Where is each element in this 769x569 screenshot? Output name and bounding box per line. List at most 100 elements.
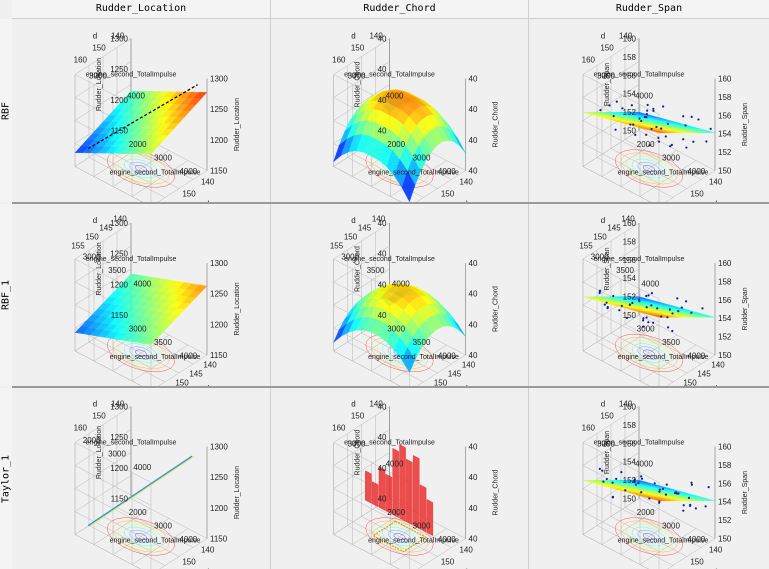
sample-point bbox=[668, 308, 671, 311]
sample-point bbox=[611, 481, 614, 484]
top-x-tick-label: 4000 bbox=[386, 92, 404, 101]
floor-contour bbox=[129, 529, 153, 544]
y-tick-label: 140 bbox=[459, 178, 473, 187]
z-tick-label: 1150 bbox=[210, 351, 228, 360]
surface-plot-rbf-1-rudder-location[interactable]: 3000350040001401451501553000350040001401… bbox=[12, 204, 270, 386]
surface-plot-taylor-1-rudder-span[interactable]: 2000300040001401501603000400014015016015… bbox=[529, 388, 769, 569]
sample-point bbox=[612, 294, 615, 298]
floor-gridline bbox=[158, 354, 208, 386]
floor-contour bbox=[631, 343, 667, 363]
floor-gridline bbox=[333, 166, 402, 202]
x-tick-label: 3000 bbox=[637, 325, 655, 334]
plot-canvas: 2000300040001401501603000400014015016015… bbox=[582, 400, 749, 569]
floor-contour bbox=[626, 155, 672, 182]
floor-contour bbox=[371, 520, 428, 553]
z-axis-title: Rudder_Location bbox=[96, 58, 103, 111]
top-x-tick-label: 4000 bbox=[635, 92, 653, 101]
surface-plot-rbf-1-rudder-span[interactable]: 3000350040001401451501553000350040001401… bbox=[529, 204, 769, 386]
top-x-tick-label: 4000 bbox=[133, 463, 151, 472]
sample-point bbox=[630, 104, 633, 107]
top-y-tick-label: 140 bbox=[621, 215, 635, 224]
top-x-tick-label: 4000 bbox=[127, 92, 145, 101]
sample-point bbox=[687, 496, 691, 500]
surface-plot-rbf-rudder-location[interactable]: 2000300040001401501603000400014015016011… bbox=[12, 19, 270, 202]
top-x-tick-label: 3000 bbox=[348, 440, 366, 449]
surface-facet bbox=[401, 170, 416, 202]
z-tick-label: 152 bbox=[623, 293, 637, 302]
sample-point bbox=[677, 310, 680, 313]
z-tick-label: 156 bbox=[623, 71, 637, 80]
sample-point bbox=[620, 471, 623, 474]
sample-point bbox=[645, 133, 648, 136]
z-tick-label: 1200 bbox=[210, 320, 228, 329]
sample-point bbox=[642, 325, 645, 328]
top-y-axis-title: d bbox=[351, 400, 355, 409]
x-tick-label: 3500 bbox=[662, 338, 680, 347]
x-tick-label: 3000 bbox=[154, 522, 172, 531]
sample-point bbox=[621, 107, 624, 110]
surface-plot-taylor-1-rudder-location[interactable]: 2000 3000 4000 140 150 160 2000 3000 4000 140 150 1… bbox=[12, 388, 270, 569]
top-x-tick-label: 3000 bbox=[597, 440, 615, 449]
top-x-tick-label: 4000 bbox=[133, 279, 151, 288]
top-y-tick-label: 150 bbox=[600, 44, 614, 53]
surface-bar bbox=[378, 466, 386, 511]
surface-plot-rbf-1-rudder-chord[interactable]: 3000350040001401451501553000350040001401… bbox=[271, 204, 528, 386]
floor-gridline bbox=[639, 528, 697, 565]
y-tick-label: 160 bbox=[164, 202, 178, 203]
z-tick-label: 156 bbox=[718, 479, 732, 488]
top-x-tick-label: 3000 bbox=[348, 72, 366, 81]
top-y-tick-label: 150 bbox=[351, 412, 365, 421]
sample-point bbox=[671, 329, 674, 333]
floor-gridline bbox=[102, 332, 180, 374]
sample-point bbox=[650, 304, 653, 307]
column-divider bbox=[528, 0, 529, 569]
sample-point bbox=[676, 297, 679, 300]
x-tick-label: 4000 bbox=[179, 167, 197, 176]
z-axis-title: Rudder_Location bbox=[96, 242, 103, 295]
z-tick-label: 1300 bbox=[210, 443, 228, 452]
z-tick-label: 158 bbox=[718, 461, 732, 470]
x-tick-label: 4000 bbox=[438, 535, 456, 544]
surface-plot-rbf-rudder-span[interactable]: 2000300040001401501603000400014015016015… bbox=[529, 19, 769, 202]
y-axis-title: d bbox=[713, 200, 717, 203]
floor-gridline bbox=[416, 170, 466, 202]
x-axis-title: engine_second_TotalImpulse bbox=[618, 538, 709, 545]
wall-gridline bbox=[582, 74, 660, 115]
z-tick-label: 1300 bbox=[210, 259, 228, 268]
floor-gridline bbox=[102, 516, 180, 557]
x-tick-label: 3000 bbox=[129, 325, 147, 334]
x-axis-title: engine_second_TotalImpulse bbox=[368, 170, 459, 177]
z-tick-label: 158 bbox=[718, 93, 732, 102]
x-tick-label: 3000 bbox=[413, 154, 431, 163]
wall-gridline bbox=[582, 61, 640, 98]
surface-plot-taylor-1-rudder-chord[interactable]: 2000300040001401501603000400014015016040… bbox=[271, 388, 528, 569]
z-tick-label: 152 bbox=[718, 333, 732, 342]
y-tick-label: 145 bbox=[448, 370, 462, 379]
y-axis-title: d bbox=[713, 384, 717, 386]
x-tick-label: 4000 bbox=[438, 167, 456, 176]
sample-point bbox=[701, 307, 704, 310]
sample-point bbox=[605, 301, 608, 304]
top-y-tick-label: 155 bbox=[579, 242, 593, 251]
z-tick-label: 154 bbox=[718, 130, 732, 139]
top-y-axis-title: d bbox=[601, 216, 605, 225]
x-tick-label: 2000 bbox=[129, 140, 147, 149]
floor-contour bbox=[393, 533, 406, 540]
sample-point bbox=[682, 138, 685, 141]
top-y-tick-label: 150 bbox=[85, 233, 99, 242]
z-tick-label: 1300 bbox=[210, 75, 228, 84]
z-tick-label: 40 bbox=[378, 219, 387, 228]
surface-plot-rbf-rudder-chord[interactable]: 2000300040001401501603000400014015016040… bbox=[271, 19, 528, 202]
z-axis-title: Rudder_Span bbox=[604, 63, 611, 106]
z-tick-label: 154 bbox=[623, 458, 637, 467]
x-axis-title: engine_second_TotalImpulse bbox=[110, 538, 201, 545]
top-x-tick-label: 3000 bbox=[83, 253, 101, 262]
z-tick-label: 154 bbox=[718, 498, 732, 507]
y-tick-label: 150 bbox=[690, 190, 704, 199]
floor-gridline bbox=[665, 170, 716, 202]
top-x-tick-label: 2000 bbox=[83, 436, 101, 445]
z-tick-label: 1250 bbox=[110, 65, 128, 74]
z-tick-label: 160 bbox=[623, 403, 637, 412]
top-y-tick-label: 155 bbox=[330, 242, 344, 251]
sample-point bbox=[605, 477, 608, 481]
